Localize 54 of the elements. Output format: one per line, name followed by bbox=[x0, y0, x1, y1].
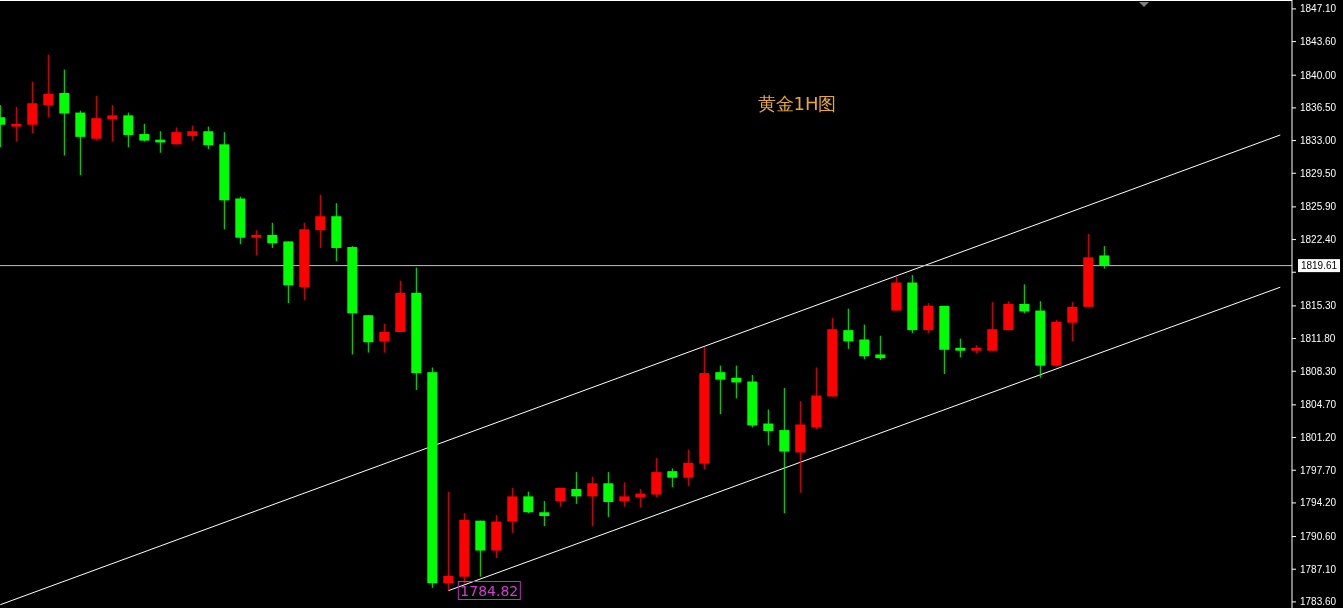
candlestick bbox=[443, 491, 454, 591]
candlestick bbox=[379, 323, 390, 354]
candlestick bbox=[683, 449, 694, 487]
candlestick bbox=[715, 365, 726, 415]
text: 黄金1H图 bbox=[757, 93, 837, 114]
y-tick-label: 1843.60 bbox=[1300, 36, 1337, 48]
y-tick-label: 1825.90 bbox=[1300, 201, 1337, 213]
candlestick bbox=[203, 126, 214, 150]
y-tick-label: 1815.30 bbox=[1300, 300, 1337, 312]
candlestick bbox=[523, 491, 534, 514]
candlestick bbox=[91, 95, 102, 142]
y-tick-label: 1783.60 bbox=[1300, 596, 1337, 608]
candlestick bbox=[11, 106, 22, 143]
candlestick bbox=[1099, 245, 1110, 270]
y-tick-label: 1836.50 bbox=[1300, 102, 1337, 114]
candlestick bbox=[667, 467, 678, 488]
y-tick-label: 1808.30 bbox=[1300, 365, 1337, 377]
candlestick bbox=[1019, 283, 1030, 314]
candlestick bbox=[267, 222, 278, 249]
y-tick-label: 1847.10 bbox=[1300, 3, 1337, 15]
y-tick-label: 1822.40 bbox=[1300, 234, 1337, 246]
candlestick bbox=[843, 308, 854, 350]
y-tick-label: 1811.80 bbox=[1300, 333, 1336, 345]
y-tick-label: 1801.20 bbox=[1300, 432, 1337, 444]
candlestick bbox=[651, 457, 662, 498]
candlestick bbox=[315, 194, 326, 249]
y-tick-label: 1804.70 bbox=[1300, 399, 1337, 411]
candlestick bbox=[619, 481, 630, 508]
y-tick-label: 1797.70 bbox=[1300, 464, 1337, 476]
candlestick bbox=[27, 81, 38, 134]
candlestick bbox=[1067, 301, 1078, 342]
candlestick bbox=[779, 387, 790, 514]
candlestick bbox=[955, 338, 966, 358]
candlestick bbox=[123, 112, 134, 148]
candlestick bbox=[59, 69, 70, 157]
y-tick-label: 1833.00 bbox=[1300, 135, 1337, 147]
annotation: 1784.82 bbox=[460, 582, 519, 599]
candlestick bbox=[987, 301, 998, 352]
y-tick-label: 1790.60 bbox=[1300, 531, 1337, 543]
candlestick bbox=[763, 409, 774, 446]
candlestick bbox=[603, 471, 614, 518]
candlestick bbox=[251, 229, 262, 256]
ref-line-label: 1819.61 bbox=[1300, 260, 1338, 272]
candlestick bbox=[43, 54, 54, 118]
y-tick-label: 1829.50 bbox=[1300, 167, 1337, 179]
candlestick bbox=[571, 471, 582, 505]
candlestick bbox=[859, 324, 870, 360]
candlestick bbox=[107, 104, 118, 143]
candlestick bbox=[539, 500, 550, 527]
y-tick-label: 1840.00 bbox=[1300, 69, 1337, 81]
y-tick-label: 1787.10 bbox=[1300, 563, 1337, 575]
candlestick bbox=[875, 335, 886, 361]
candlestick bbox=[587, 476, 598, 527]
y-tick-label: 1794.20 bbox=[1300, 497, 1337, 509]
